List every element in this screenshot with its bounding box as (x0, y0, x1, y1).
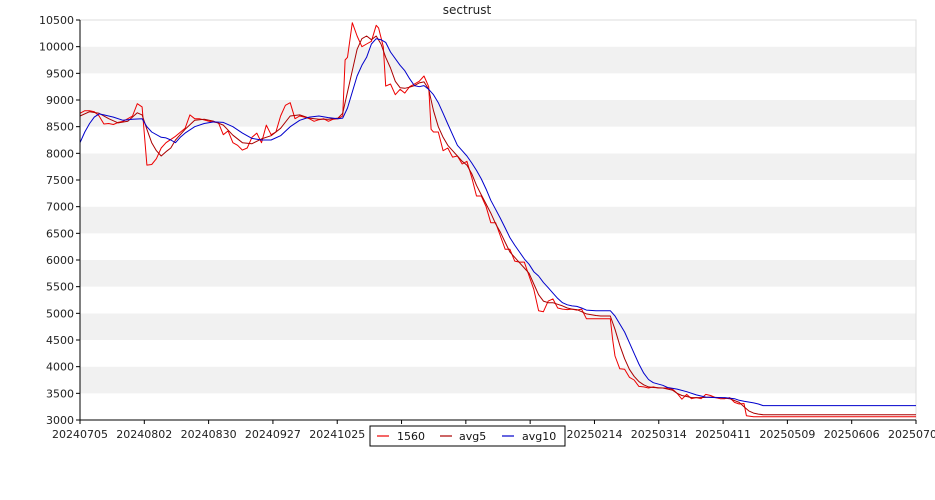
grid-band (80, 393, 916, 420)
series-line-1560 (79, 22, 916, 418)
x-tick-label: 20240830 (181, 428, 237, 441)
y-tick-label: 9000 (46, 94, 74, 107)
series-group (79, 22, 916, 418)
grid-band (80, 286, 916, 314)
legend: 1560 avg5 avg10 (369, 425, 566, 447)
y-tick-label: 4000 (46, 361, 74, 374)
y-tick-label: 7000 (46, 201, 74, 214)
x-tick-label: 20240927 (245, 428, 301, 441)
legend-label-1560: 1560 (397, 430, 425, 443)
y-tick-label: 5500 (46, 281, 74, 294)
grid-band (80, 260, 916, 287)
grid-band (80, 313, 916, 340)
x-tick-label: 20250214 (566, 428, 622, 441)
y-tick-label: 3500 (46, 387, 74, 400)
grid-bands (80, 20, 916, 420)
y-axis: 3000 3500 4000 4500 5000 5500 6000 6500 7000 7500… (39, 14, 80, 427)
y-tick-label: 10500 (39, 14, 74, 27)
grid-band (80, 126, 916, 154)
y-tick-label: 10000 (39, 41, 74, 54)
y-tick-label: 9500 (46, 67, 74, 80)
y-tick-label: 4500 (46, 334, 74, 347)
x-tick-label: 20250411 (695, 428, 751, 441)
x-tick-label: 20250509 (759, 428, 815, 441)
y-tick-label: 6500 (46, 227, 74, 240)
grid-band (80, 100, 916, 127)
series-line-avg5 (79, 35, 916, 416)
grid-band (80, 73, 916, 100)
y-tick-label: 6000 (46, 254, 74, 267)
y-tick-label: 8500 (46, 121, 74, 134)
grid-band (80, 20, 916, 47)
legend-box (369, 425, 566, 447)
y-tick-label: 7500 (46, 174, 74, 187)
x-tick-label: 20250314 (631, 428, 687, 441)
x-tick-label: 20250606 (824, 428, 880, 441)
y-tick-label: 8000 (46, 147, 74, 160)
x-tick-label: 20250704 (888, 428, 935, 441)
y-tick-label: 5000 (46, 307, 74, 320)
grid-band (80, 366, 916, 394)
legend-label-avg5: avg5 (459, 430, 486, 443)
x-tick-label: 20240705 (52, 428, 108, 441)
grid-band (80, 153, 916, 180)
grid-band (80, 46, 916, 74)
grid-band (80, 180, 916, 207)
series-line-avg10 (79, 38, 916, 407)
x-tick-label: 20241025 (309, 428, 365, 441)
chart-title: sectrust (443, 3, 492, 17)
grid-band (80, 233, 916, 260)
grid-band (80, 340, 916, 367)
y-tick-label: 3000 (46, 414, 74, 427)
x-tick-label: 20240802 (116, 428, 172, 441)
legend-label-avg10: avg10 (522, 430, 556, 443)
